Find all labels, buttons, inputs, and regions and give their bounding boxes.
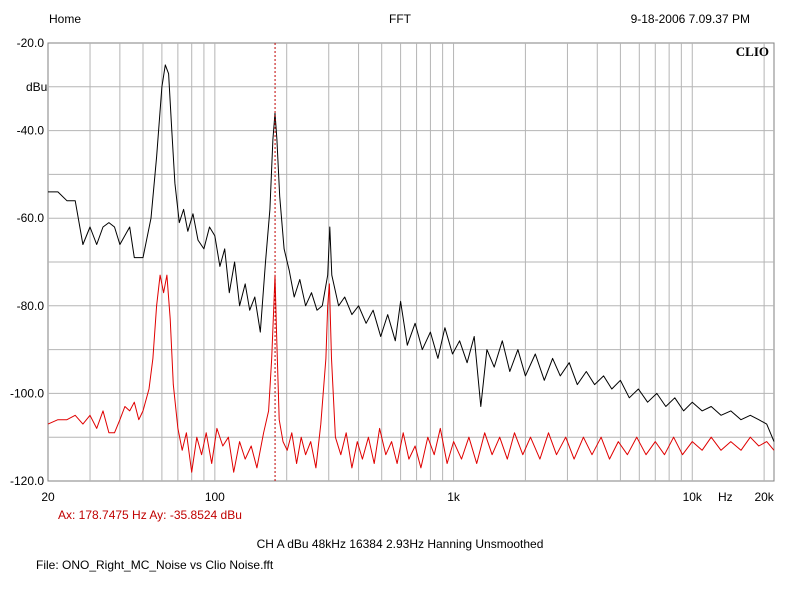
y-tick-label: -20.0 bbox=[17, 36, 45, 50]
clio-logo: CLIO bbox=[736, 44, 769, 59]
header-timestamp: 9-18-2006 7.09.37 PM bbox=[630, 12, 750, 26]
y-axis-unit-label: dBu bbox=[26, 80, 47, 94]
file-name: File: ONO_Right_MC_Noise vs Clio Noise.f… bbox=[36, 558, 274, 572]
x-tick-label: 1k bbox=[447, 490, 461, 504]
x-tick-label: 10k bbox=[683, 490, 703, 504]
x-tick-label: 20k bbox=[754, 490, 774, 504]
x-axis-unit-label: Hz bbox=[718, 490, 733, 504]
cursor-readout: Ax: 178.7475 Hz Ay: -35.8524 dBu bbox=[58, 508, 242, 522]
x-tick-labels: 20 100 1k 10k 20k bbox=[41, 490, 774, 504]
y-tick-label: -120.0 bbox=[10, 474, 44, 488]
fft-chart: -20.0 -40.0 -60.0 -80.0 -100.0 -120.0 20 100 1k… bbox=[10, 36, 775, 504]
header-title: FFT bbox=[389, 12, 411, 26]
header-left-label: Home bbox=[49, 12, 82, 26]
y-tick-labels: -20.0 -40.0 -60.0 -80.0 -100.0 -120.0 bbox=[10, 36, 44, 488]
series-black-line bbox=[48, 64, 775, 442]
y-tick-label: -80.0 bbox=[17, 299, 45, 313]
series-red-line bbox=[47, 274, 775, 473]
x-tick-label: 20 bbox=[41, 490, 55, 504]
x-tick-label: 100 bbox=[205, 490, 225, 504]
y-tick-label: -100.0 bbox=[10, 386, 44, 400]
y-tick-label: -40.0 bbox=[17, 124, 45, 138]
grid-lines bbox=[48, 43, 774, 481]
settings-line: CH A dBu 48kHz 16384 2.93Hz Hanning Unsm… bbox=[256, 537, 544, 551]
y-tick-label: -60.0 bbox=[17, 211, 45, 225]
series-group bbox=[47, 64, 775, 473]
